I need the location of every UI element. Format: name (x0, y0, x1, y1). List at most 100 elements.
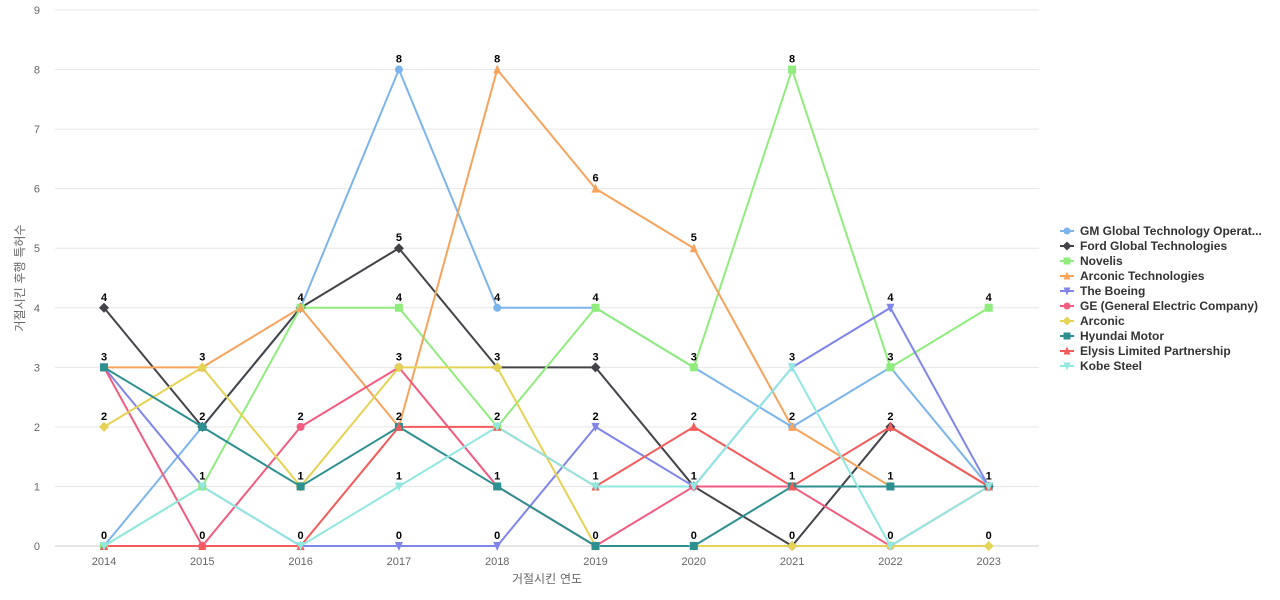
series-point-9 (886, 542, 895, 551)
series-point-9 (493, 422, 502, 432)
series-point-4 (591, 422, 600, 432)
data-label: 3 (199, 351, 205, 363)
data-label: 1 (986, 470, 992, 482)
series-line-9 (103, 366, 990, 547)
data-label: 0 (592, 530, 598, 542)
legend-marker (1062, 316, 1072, 326)
data-label: 0 (887, 530, 893, 542)
data-label: 3 (494, 351, 500, 363)
legend-marker (1063, 332, 1071, 340)
legend-marker (1063, 271, 1071, 280)
y-tick-label: 5 (34, 243, 40, 255)
series-lines (103, 68, 990, 547)
y-tick-label: 0 (34, 541, 40, 553)
series-point-4 (394, 542, 403, 551)
series-point-2 (886, 363, 895, 372)
legend-item[interactable]: Ford Global Technologies (1060, 239, 1227, 253)
data-label: 8 (396, 54, 402, 66)
series-point-6 (393, 362, 404, 373)
data-label: 3 (101, 351, 107, 363)
legend-item[interactable]: Arconic Technologies (1060, 269, 1205, 283)
series-point-6 (197, 362, 208, 373)
legend-marker (1063, 362, 1071, 371)
legend-item[interactable]: The Boeing (1060, 284, 1145, 298)
series-point-9 (198, 482, 207, 492)
series-point-3 (591, 183, 600, 193)
x-tick-label: 2023 (976, 556, 1000, 568)
grid (55, 9, 1039, 547)
series-point-5 (296, 422, 305, 431)
legend-item[interactable]: Hyundai Motor (1060, 329, 1164, 343)
data-label: 0 (691, 530, 697, 542)
data-label: 1 (789, 470, 795, 482)
legend-marker (1063, 257, 1071, 265)
data-label: 3 (789, 351, 795, 363)
legend-item[interactable]: GE (General Electric Company) (1060, 299, 1258, 313)
data-label: 4 (986, 292, 993, 304)
series-point-3 (296, 302, 305, 312)
series-point-9 (296, 542, 305, 551)
data-label: 2 (887, 411, 893, 423)
legend-item[interactable]: Kobe Steel (1060, 359, 1142, 373)
data-label: 4 (592, 292, 599, 304)
legend-item[interactable]: GM Global Technology Operat... (1060, 224, 1262, 238)
legend-item[interactable]: Elysis Limited Partnership (1060, 344, 1231, 358)
y-tick-label: 1 (34, 481, 40, 493)
series-point-8 (689, 421, 698, 431)
data-label: 3 (592, 351, 598, 363)
series-point-6 (787, 541, 798, 551)
legend-label: The Boeing (1080, 284, 1145, 298)
data-label: 3 (691, 351, 697, 363)
data-label: 2 (691, 411, 697, 423)
data-label: 1 (396, 470, 402, 482)
y-tick-label: 7 (34, 124, 40, 136)
series-point-9 (394, 482, 403, 492)
series-line-1 (103, 247, 990, 547)
data-label: 8 (789, 54, 795, 66)
data-label: 0 (396, 530, 402, 542)
series-point-9 (591, 482, 600, 492)
series-point-7 (198, 422, 207, 431)
y-axis-title: 거절시킨 후행 특허수 (12, 225, 27, 332)
legend-label: Elysis Limited Partnership (1080, 344, 1231, 358)
data-label: 5 (691, 232, 697, 244)
x-axis-ticks: 2014 2015 2016 2017 2018 2019 2020 2021 2022 2023 (92, 556, 1001, 568)
legend-label: Arconic Technologies (1080, 269, 1205, 283)
legend-marker (1062, 241, 1072, 251)
data-label: 4 (494, 292, 501, 304)
data-label: 4 (101, 292, 108, 304)
series-line-7 (103, 366, 989, 547)
legend-item[interactable]: Arconic (1060, 314, 1125, 328)
series-point-4 (886, 303, 895, 313)
series-point-8 (886, 421, 895, 431)
data-label: 0 (101, 530, 107, 542)
series-point-2 (788, 65, 797, 74)
y-tick-label: 2 (34, 422, 40, 434)
x-tick-label: 2020 (682, 556, 706, 568)
x-tick-label: 2015 (190, 556, 214, 568)
x-tick-label: 2021 (780, 556, 804, 568)
series-point-8 (198, 541, 207, 550)
series-point-4 (493, 542, 502, 551)
series-point-8 (394, 421, 403, 431)
legend-label: Kobe Steel (1080, 359, 1142, 373)
series-point-6 (99, 421, 109, 432)
series-point-9 (984, 482, 993, 492)
series-point-7 (296, 482, 305, 491)
data-label: 8 (494, 54, 500, 66)
series-point-0 (394, 65, 403, 74)
legend-marker (1063, 227, 1071, 235)
legend-item[interactable]: Novelis (1060, 254, 1123, 268)
data-label: 2 (789, 411, 795, 423)
series-markers (99, 64, 994, 551)
series-point-3 (689, 243, 698, 253)
series-point-9 (100, 542, 108, 551)
legend-label: Novelis (1080, 254, 1123, 268)
x-tick-label: 2014 (92, 556, 116, 568)
x-tick-label: 2016 (288, 556, 312, 568)
series-point-7 (886, 482, 895, 491)
series-point-7 (493, 482, 502, 491)
data-label: 0 (494, 530, 500, 542)
data-label: 0 (298, 530, 304, 542)
